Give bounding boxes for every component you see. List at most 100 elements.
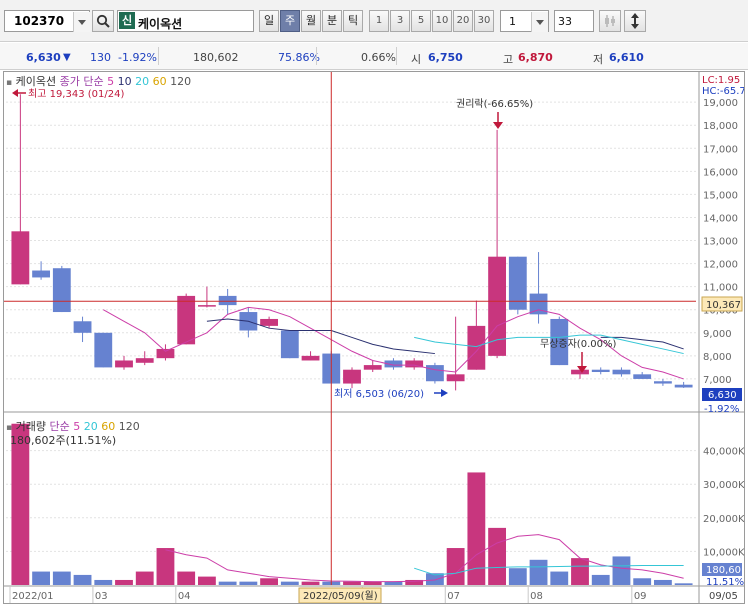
candle-body[interactable] <box>488 256 507 356</box>
volume-bar[interactable] <box>674 583 693 585</box>
candle-body[interactable] <box>197 305 216 307</box>
interval-30-button[interactable]: 30 <box>474 10 494 32</box>
candle-body[interactable] <box>94 332 113 368</box>
legend-ma120[interactable]: 120 <box>170 75 192 88</box>
candle-body[interactable] <box>384 360 403 368</box>
volume-bar[interactable] <box>218 581 237 585</box>
volume-bar[interactable] <box>301 581 320 585</box>
candle-body[interactable] <box>425 365 444 382</box>
volume-bar[interactable] <box>135 571 154 585</box>
legend-ma-type[interactable]: 종가 단순 <box>59 75 104 88</box>
candle-body[interactable] <box>633 374 652 379</box>
volume-bar[interactable] <box>425 573 444 585</box>
ma5-line <box>103 306 684 380</box>
volume-bar[interactable] <box>550 571 569 585</box>
range-input[interactable]: 33 <box>554 10 594 32</box>
interval-20-button[interactable]: 20 <box>453 10 473 32</box>
count-dropdown-icon[interactable] <box>531 12 548 32</box>
volume-bar[interactable] <box>197 576 216 585</box>
search-icon <box>96 14 110 28</box>
candle-body[interactable] <box>653 381 672 384</box>
candle-body[interactable] <box>115 360 133 368</box>
volume-bar[interactable] <box>177 571 196 585</box>
stock-code-input[interactable] <box>10 11 78 31</box>
candle-body[interactable] <box>674 384 693 388</box>
interval-1-button[interactable]: 1 <box>369 10 389 32</box>
tab-minute[interactable]: 분 <box>322 10 342 32</box>
volume-bar[interactable] <box>239 581 258 585</box>
interval-5-button[interactable]: 5 <box>411 10 431 32</box>
search-button[interactable] <box>92 10 114 32</box>
candle-type-button[interactable] <box>599 10 621 32</box>
candle-body[interactable] <box>529 293 548 315</box>
candle-body[interactable] <box>156 348 175 359</box>
volume-bar[interactable] <box>612 556 631 585</box>
stock-name-field[interactable] <box>117 10 254 32</box>
volume-bar[interactable] <box>260 578 279 585</box>
volume-bar[interactable] <box>467 472 486 585</box>
volume-bar[interactable] <box>405 579 424 585</box>
tab-month[interactable]: 월 <box>301 10 321 32</box>
volume-bar[interactable] <box>11 423 30 585</box>
volume-bar[interactable] <box>446 548 465 585</box>
chart-area[interactable]: 19,000 18,000 17,000 16,000 15,000 14,000 13,0… <box>3 71 746 604</box>
legend-vol-ma5[interactable]: 5 <box>73 420 81 433</box>
stock-code-field[interactable] <box>4 10 90 32</box>
candle-body[interactable] <box>73 321 92 333</box>
volume-bar[interactable] <box>591 574 610 585</box>
legend-ma20[interactable]: 20 <box>135 75 150 88</box>
candle-body[interactable] <box>52 268 71 313</box>
volume-bar[interactable] <box>280 581 299 585</box>
volume-bar[interactable] <box>384 581 403 585</box>
candle-body[interactable] <box>260 318 279 326</box>
volume-bar[interactable] <box>571 558 589 585</box>
stock-code-dropdown-icon[interactable] <box>73 12 90 32</box>
candle-body[interactable] <box>32 270 51 278</box>
tab-tick[interactable]: 틱 <box>343 10 363 32</box>
candle-body[interactable] <box>301 355 320 361</box>
volume-bar[interactable] <box>633 578 652 585</box>
stock-chart-svg[interactable]: 19,000 18,000 17,000 16,000 15,000 14,000 13,0… <box>4 72 746 604</box>
volume-bar[interactable] <box>156 548 175 585</box>
candle-body[interactable] <box>591 369 610 373</box>
candle-body[interactable] <box>550 318 569 366</box>
volume-bar[interactable] <box>343 581 361 585</box>
interval-10-button[interactable]: 10 <box>432 10 452 32</box>
vertical-resize-button[interactable] <box>624 10 646 32</box>
volume-bar[interactable] <box>508 568 527 585</box>
volume-bar[interactable] <box>73 574 92 585</box>
candle-body[interactable] <box>177 295 196 345</box>
legend-vol-ma60[interactable]: 60 <box>101 420 116 433</box>
volume-bar[interactable] <box>653 579 672 585</box>
legend-ma10[interactable]: 10 <box>117 75 132 88</box>
volume-bar[interactable] <box>488 527 507 585</box>
volume-bar[interactable] <box>363 581 382 585</box>
volume-bar[interactable] <box>32 571 51 585</box>
legend-vol-ma-type[interactable]: 단순 <box>49 420 70 433</box>
candle-body[interactable] <box>405 360 424 368</box>
candle-body[interactable] <box>135 358 154 363</box>
candle-body[interactable] <box>612 369 631 375</box>
volume-bar[interactable] <box>115 579 133 585</box>
legend-vol-ma20[interactable]: 20 <box>83 420 98 433</box>
candle-body[interactable] <box>571 369 589 375</box>
candle-body[interactable] <box>343 369 361 384</box>
candle-body[interactable] <box>508 256 527 310</box>
candle-body[interactable] <box>11 231 30 285</box>
legend-ma5[interactable]: 5 <box>107 75 115 88</box>
volume-bar[interactable] <box>52 571 71 585</box>
candle-body[interactable] <box>280 330 299 359</box>
volume-bar[interactable] <box>529 559 548 585</box>
tab-day[interactable]: 일 <box>259 10 279 32</box>
legend-vol-ma120[interactable]: 120 <box>118 420 140 433</box>
candle-body[interactable] <box>218 295 237 306</box>
last-change-tag: -1.92% <box>704 404 739 415</box>
candle-body[interactable] <box>363 365 382 370</box>
tab-week[interactable]: 주 <box>280 10 300 32</box>
candle-body[interactable] <box>467 325 486 370</box>
count-select[interactable]: 1 <box>500 10 549 32</box>
volume-bar[interactable] <box>94 579 113 585</box>
candle-body[interactable] <box>446 374 465 382</box>
legend-ma60[interactable]: 60 <box>152 75 167 88</box>
interval-3-button[interactable]: 3 <box>390 10 410 32</box>
